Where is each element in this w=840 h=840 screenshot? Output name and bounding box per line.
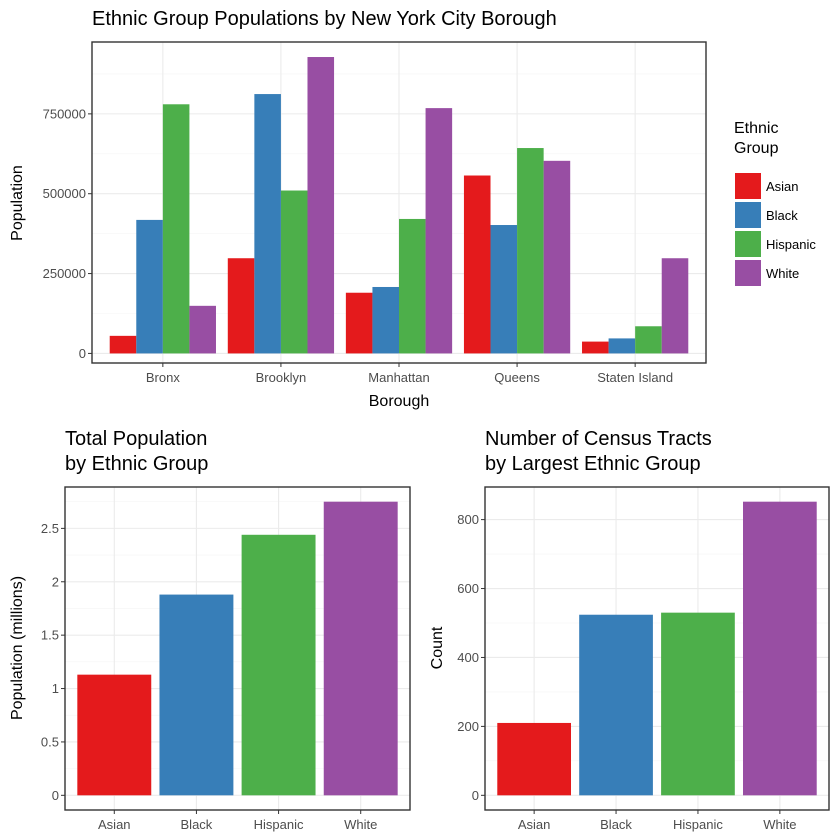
total-population-title-line2: by Ethnic Group (65, 453, 208, 475)
census-tracts-title-line1: Number of Census Tracts (485, 428, 712, 450)
y-tick-label: 0 (472, 788, 479, 803)
bar-manhattan-asian (345, 292, 373, 354)
bar-staten-island-black (608, 338, 636, 354)
y-tick-label: 500000 (43, 186, 86, 201)
bar-asian (497, 722, 571, 796)
x-tick-label-staten-island: Staten Island (597, 370, 673, 385)
bar-bronx-hispanic (162, 104, 190, 354)
bar-white (743, 501, 817, 796)
bar-queens-black (490, 225, 518, 354)
total-population-x-axis: Asian Black Hispanic White (98, 810, 377, 832)
x-tick-label-asian: Asian (98, 817, 131, 832)
y-tick-label: 250000 (43, 266, 86, 281)
y-tick-label: 1.5 (41, 628, 59, 643)
legend-label-hispanic: Hispanic (766, 237, 816, 252)
bar-manhattan-hispanic (399, 218, 426, 354)
y-tick-label: 0 (52, 788, 59, 803)
y-tick-label: 0.5 (41, 734, 59, 749)
x-tick-label-white: White (763, 817, 796, 832)
bar-bronx-black (136, 219, 163, 354)
legend-label-white: White (766, 266, 799, 281)
total-population-panel (64, 486, 411, 811)
x-tick-label-brooklyn: Brooklyn (256, 370, 307, 385)
bar-hispanic (241, 534, 316, 796)
bar-bronx-white (189, 305, 216, 354)
census-tracts-x-axis: Asian Black Hispanic White (518, 810, 796, 832)
legend-key-hispanic (735, 231, 761, 257)
bar-brooklyn-white (307, 57, 335, 354)
bar-bronx-asian (109, 335, 137, 354)
borough-chart-y-axis: 0 250000 500000 750000 (43, 106, 92, 361)
y-tick-label: 1 (52, 681, 59, 696)
bar-asian (77, 674, 152, 796)
bar-queens-asian (463, 175, 491, 354)
x-tick-label-queens: Queens (494, 370, 540, 385)
legend-title-line2: Group (734, 140, 779, 157)
bar-black (159, 594, 234, 796)
total-population-title-line1: Total Population (65, 428, 207, 450)
bar-manhattan-black (372, 286, 399, 354)
legend-key-white (735, 260, 761, 286)
x-tick-label-manhattan: Manhattan (368, 370, 429, 385)
y-tick-label: 0 (79, 346, 86, 361)
y-tick-label: 2.5 (41, 521, 59, 536)
bar-queens-hispanic (517, 148, 544, 354)
x-tick-label-hispanic: Hispanic (254, 817, 304, 832)
bar-brooklyn-asian (227, 258, 255, 354)
y-tick-label: 200 (457, 719, 479, 734)
legend-label-black: Black (766, 208, 798, 223)
x-tick-label-black: Black (181, 817, 213, 832)
bar-hispanic (661, 612, 735, 796)
legend-label-asian: Asian (766, 179, 799, 194)
census-tracts-bars (497, 501, 817, 796)
bar-manhattan-white (425, 108, 453, 354)
y-tick-label: 2 (52, 574, 59, 589)
census-tracts-y-axis: 0 200 400 600 800 (457, 512, 485, 803)
census-tracts-panel (484, 486, 830, 811)
legend-title-line1: Ethnic (734, 120, 778, 137)
legend: Ethnic Group Asian Black Hispanic White (734, 120, 816, 286)
bar-black (579, 614, 653, 796)
bar-white (323, 501, 398, 796)
total-population-y-label: Population (millions) (9, 576, 26, 720)
legend-key-asian (735, 173, 761, 199)
x-tick-label-bronx: Bronx (146, 370, 180, 385)
y-tick-label: 600 (457, 581, 479, 596)
y-tick-label: 800 (457, 512, 479, 527)
bar-staten-island-asian (582, 341, 609, 354)
y-tick-label: 400 (457, 650, 479, 665)
total-population-bars (77, 501, 398, 796)
bar-queens-white (543, 160, 571, 354)
borough-chart-x-label: Borough (369, 393, 430, 410)
borough-chart: Ethnic Group Populations by New York Cit… (9, 8, 816, 410)
legend-items: Asian Black Hispanic White (735, 173, 816, 286)
bar-brooklyn-black (254, 94, 281, 354)
y-tick-label: 750000 (43, 106, 86, 121)
x-tick-label-black: Black (600, 817, 632, 832)
total-population-chart: Total Population by Ethnic Group 0 0.5 1 1.… (9, 428, 411, 832)
x-tick-label-asian: Asian (518, 817, 551, 832)
borough-chart-x-axis: Bronx Brooklyn Manhattan Queens Staten Islan… (146, 363, 673, 385)
legend-key-black (735, 202, 761, 228)
total-population-y-axis: 0 0.5 1 1.5 2 2.5 (41, 521, 65, 803)
borough-chart-bars (109, 57, 689, 354)
census-tracts-y-label: Count (429, 626, 446, 669)
census-tracts-chart: Number of Census Tracts by Largest Ethni… (429, 428, 830, 832)
borough-chart-title: Ethnic Group Populations by New York Cit… (92, 8, 557, 30)
bar-staten-island-white (661, 258, 689, 354)
x-tick-label-white: White (344, 817, 377, 832)
borough-chart-y-label: Population (9, 165, 26, 241)
bar-brooklyn-hispanic (280, 190, 308, 354)
census-tracts-title-line2: by Largest Ethnic Group (485, 453, 701, 475)
bar-staten-island-hispanic (635, 326, 662, 354)
x-tick-label-hispanic: Hispanic (673, 817, 723, 832)
